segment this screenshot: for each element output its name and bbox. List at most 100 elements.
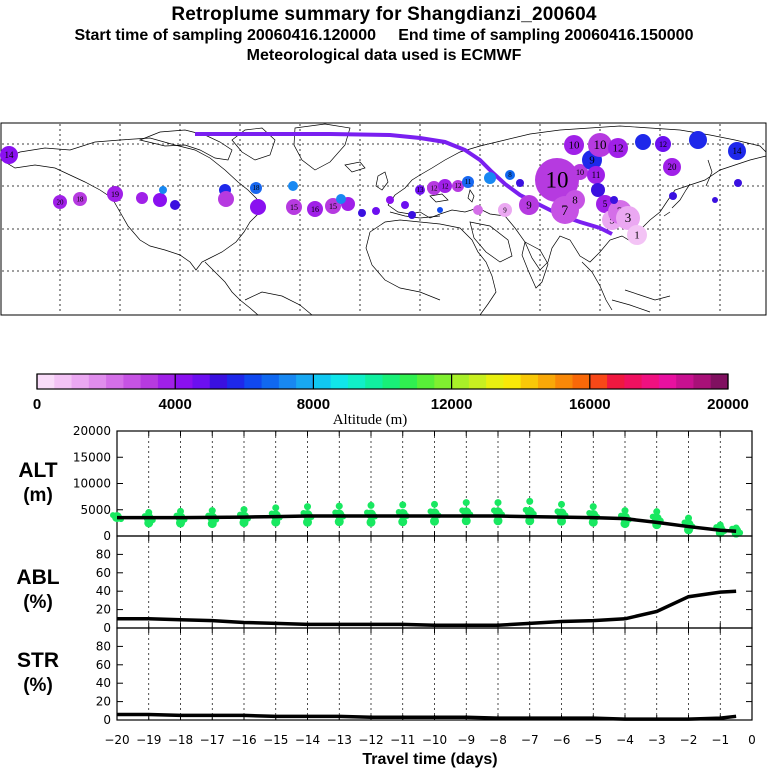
map-marker [437,207,443,213]
alt-point [364,509,370,516]
alt-point [398,517,408,527]
xtick-label: 0 [748,733,756,747]
map-marker [591,183,605,197]
map-marker [250,199,266,215]
colorbar-cell [486,374,504,389]
map-marker-label: 10 [576,168,584,177]
alt-point [177,507,184,515]
alt-point [303,517,312,527]
colorbar-cell [537,374,556,389]
alt-point [461,516,471,526]
alt-point [462,499,470,507]
map-coastlines [1,123,767,316]
alt-point [304,503,311,511]
alt-point [491,507,497,514]
map-marker [627,225,647,245]
colorbar-cell [572,374,591,389]
colorbar-tick-label: 12000 [431,396,473,413]
map-marker-label: 5 [603,199,608,209]
map-marker-label: 14 [5,150,15,160]
alt-point [586,510,593,516]
colorbar-cell [261,374,280,389]
panel-ytick-label: 40 [96,584,111,598]
map-age-markers: 1420181918151615131212121198910781091155… [0,131,746,245]
alt-point [335,502,343,510]
xtick-label: −2 [680,733,698,747]
alt-point [272,504,280,512]
alt-point [110,512,116,519]
alt-point [367,501,375,509]
alt-point [525,516,535,526]
map-marker [669,192,677,200]
map-marker [565,190,585,210]
map-marker-label: 14 [733,146,743,156]
colorbar-cell [589,374,608,389]
colorbar-cell [330,374,349,389]
panel-ytick-label: 0 [103,713,111,727]
colorbar-cell [399,374,418,389]
map-marker [663,158,681,176]
map-marker-label: 10 [569,140,581,152]
colorbar-tick-label: 8000 [297,396,330,413]
alt-point [557,516,566,526]
map-marker [535,158,579,202]
xtick-label: −20 [104,733,129,747]
alt-point [685,514,692,522]
colorbar-cell [209,374,228,389]
map-marker-label: 12 [431,184,439,192]
map-marker-label: 9 [526,200,532,212]
chart-title: Retroplume summary for Shangdianzi_20060… [171,4,597,25]
panel-str: 0 20 40 60 80 STR (%) [17,627,753,727]
map-marker-label: 13 [417,186,425,194]
map-marker-label: 15 [290,203,298,212]
alt-point [522,506,529,513]
map-marker [136,192,148,204]
map-marker [438,179,452,193]
met-note: Meteorological data used is ECMWF [246,47,522,64]
map-marker [734,179,742,187]
map-marker-label: 3 [625,210,632,225]
xtick-label: −12 [358,733,383,747]
colorbar-cell [37,374,55,389]
colorbar-cell [347,374,366,389]
alt-point [681,519,688,526]
colorbar-cell [106,374,124,389]
alt-point [427,508,434,515]
colorbar-cell [313,374,332,389]
colorbar-cell [365,374,383,389]
alt-point [649,513,656,520]
colorbar-cell [676,374,694,389]
map-marker [728,142,746,160]
colorbar-cell [624,374,643,389]
panel-ylabel: (%) [23,675,53,696]
map-marker-label: 12 [659,140,667,149]
alt-point [208,507,216,515]
map-marker [712,197,718,203]
map-marker-label: 8 [572,195,578,207]
map-marker [250,182,262,194]
alt-point [621,507,629,515]
map-marker [386,196,394,204]
alt-point [431,500,438,508]
colorbar-cell [278,374,297,389]
xtick-label: −5 [584,733,602,747]
colorbar-cell [710,374,729,389]
xtick-label: −8 [489,733,507,747]
colorbar-tick-label: 20000 [707,396,749,413]
panel-abl: 0 20 40 60 80 ABL (%) [16,535,753,635]
colorbar-cell [434,374,453,389]
xtick-label: −19 [136,733,161,747]
panel-ytick-label: 20000 [73,424,111,438]
panel-ylabel: (%) [23,592,53,613]
xtick-label: −7 [521,733,539,747]
colorbar-cell [451,374,470,389]
map-marker [53,195,67,209]
map-marker [572,164,588,180]
xtick-label: −15 [263,733,288,747]
xtick-label: −11 [390,733,415,747]
colorbar-cell [227,374,245,389]
colorbar-tick-label: 0 [33,396,41,413]
alt-mean-line [117,514,737,534]
map-marker [372,207,380,215]
